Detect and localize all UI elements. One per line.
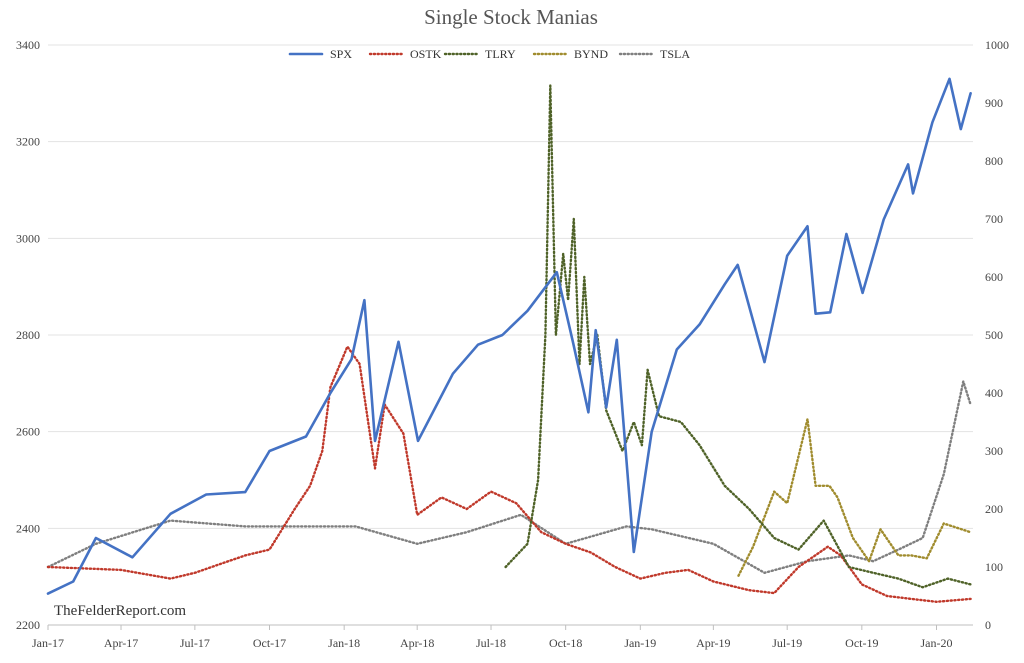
x-tick-label: Jan-17 [32, 636, 64, 650]
x-tick-label: Apr-17 [104, 636, 138, 650]
x-tick-label: Jan-19 [624, 636, 656, 650]
left-tick-label: 2200 [16, 618, 40, 632]
right-tick-label: 700 [985, 212, 1003, 226]
right-tick-label: 1000 [985, 38, 1009, 52]
legend-label-tsla: TSLA [660, 47, 690, 61]
legend-label-ostk: OSTK [410, 47, 442, 61]
series-line-tsla [46, 380, 972, 574]
right-tick-label: 200 [985, 502, 1003, 516]
right-tick-label: 800 [985, 154, 1003, 168]
right-tick-label: 900 [985, 96, 1003, 110]
x-tick-label: Jul-18 [476, 636, 506, 650]
watermark: TheFelderReport.com [54, 603, 186, 619]
x-tick-label: Oct-18 [549, 636, 582, 650]
left-tick-label: 3400 [16, 38, 40, 52]
right-tick-label: 300 [985, 444, 1003, 458]
legend-label-spx: SPX [330, 47, 352, 61]
right-y-axis: 0 100 200 300 400 500 600 700 800 900 1000 [985, 38, 1009, 632]
legend-label-bynd: BYND [574, 47, 608, 61]
left-y-axis: 2200 2400 2600 2800 3000 3200 3400 [16, 38, 40, 632]
series-line-bynd [737, 417, 972, 577]
legend-label-tlry: TLRY [485, 47, 516, 61]
right-tick-label: 0 [985, 618, 991, 632]
series-line-ostk [46, 345, 972, 603]
left-tick-label: 3000 [16, 231, 40, 245]
x-tick-label: Oct-19 [845, 636, 878, 650]
chart-title: Single Stock Manias [424, 5, 598, 29]
right-tick-label: 400 [985, 386, 1003, 400]
x-tick-label: Jan-18 [328, 636, 360, 650]
x-tick-label: Jul-17 [180, 636, 210, 650]
x-axis: Jan-17 Apr-17 Jul-17 Oct-17 Jan-18 Apr-18 Jul-… [32, 624, 973, 650]
series-lines [46, 77, 972, 603]
right-tick-label: 100 [985, 560, 1003, 574]
left-tick-label: 2400 [16, 521, 40, 535]
series-line-spx [46, 77, 972, 595]
x-tick-label: Apr-19 [696, 636, 730, 650]
x-tick-label: Oct-17 [253, 636, 286, 650]
right-tick-label: 600 [985, 270, 1003, 284]
left-tick-label: 3200 [16, 135, 40, 149]
legend: SPX OSTK TLRY BYND TSLA [288, 47, 690, 61]
gridlines [48, 44, 973, 626]
left-tick-label: 2600 [16, 425, 40, 439]
x-tick-label: Jan-20 [920, 636, 952, 650]
x-tick-label: Jul-19 [772, 636, 802, 650]
series-line-tlry [504, 84, 972, 589]
right-tick-label: 500 [985, 328, 1003, 342]
x-tick-label: Apr-18 [400, 636, 434, 650]
left-tick-label: 2800 [16, 328, 40, 342]
